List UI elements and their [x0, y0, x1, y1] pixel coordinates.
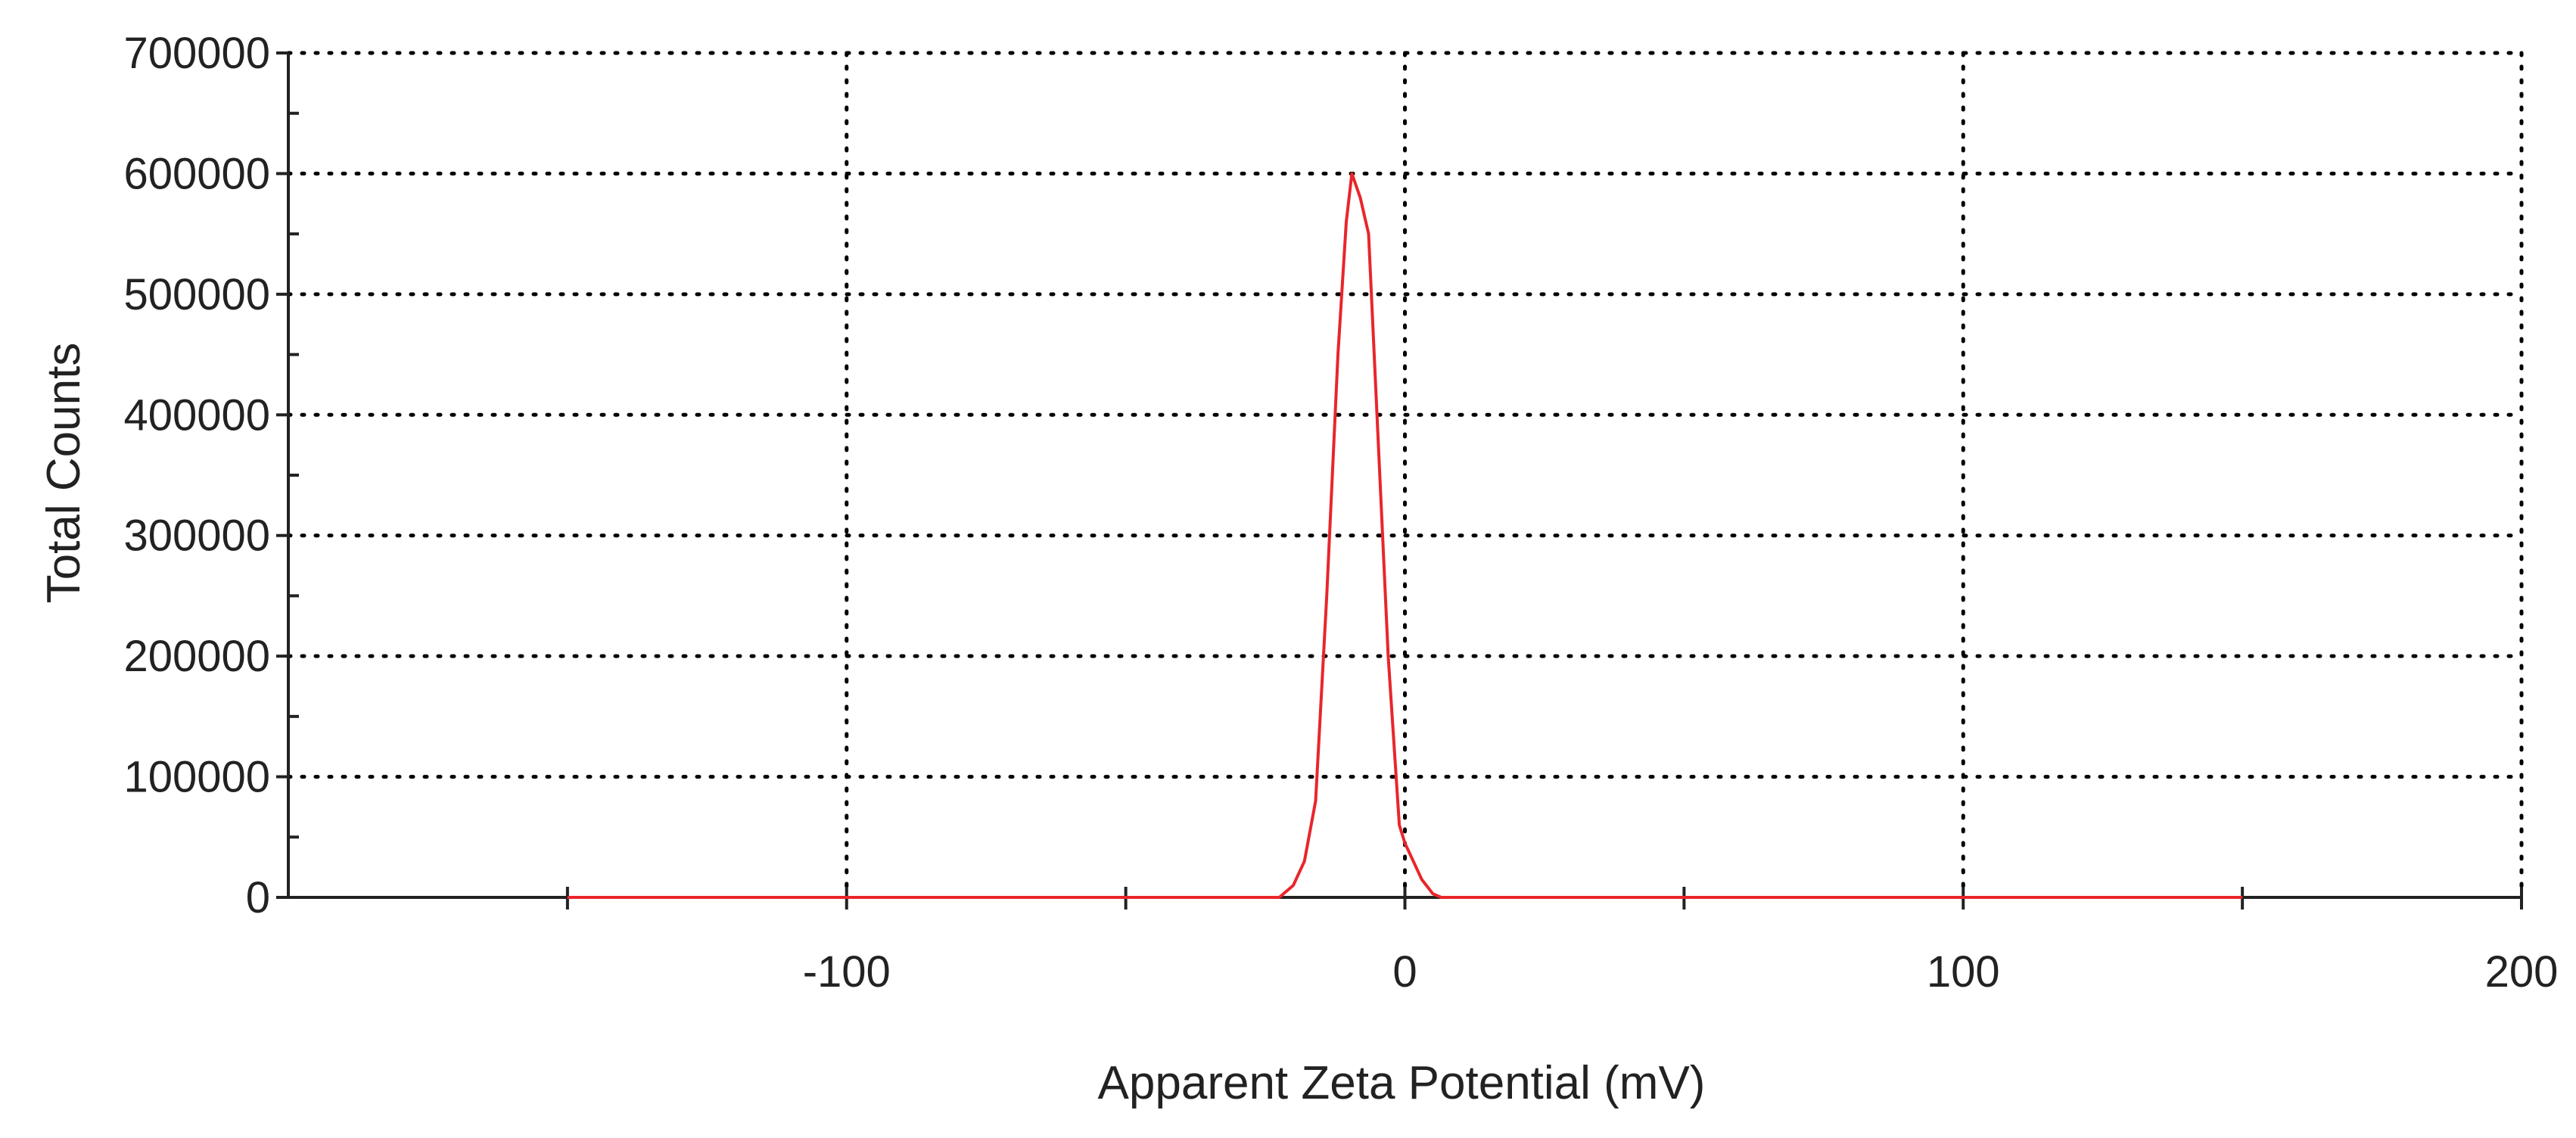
series-line	[567, 172, 2243, 899]
x-tick-label: 200	[2485, 947, 2559, 997]
series-layer	[567, 172, 2243, 899]
y-tick-label: 300000	[123, 511, 270, 561]
x-tick-label: -100	[803, 947, 891, 997]
x-tick-label: 0	[1392, 947, 1417, 997]
y-tick-label: 200000	[123, 632, 270, 681]
grid-layer	[286, 51, 2524, 900]
labels-layer: 0 100000 200000 300000 400000 500000 600000 700…	[123, 29, 2558, 997]
x-tick-label: 100	[1927, 947, 2000, 997]
y-tick-label: 600000	[123, 149, 270, 198]
y-tick-label: 0	[246, 873, 270, 922]
y-tick-label: 700000	[123, 29, 270, 78]
y-axis-title: Total Counts	[38, 343, 90, 604]
y-tick-label: 500000	[123, 270, 270, 319]
ticks-layer	[276, 51, 2523, 909]
x-axis-title: Apparent Zeta Potential (mV)	[1098, 1057, 1706, 1109]
y-tick-label: 100000	[123, 753, 270, 802]
y-tick-label: 400000	[123, 390, 270, 440]
